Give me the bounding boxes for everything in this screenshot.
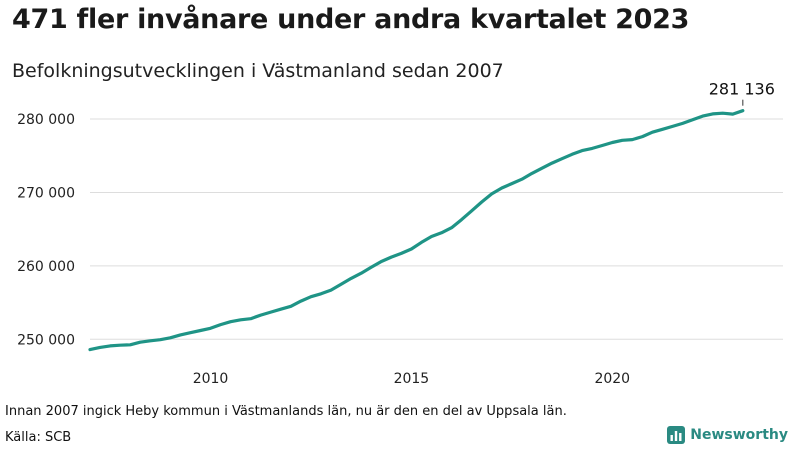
chart-subtitle: Befolkningsutvecklingen i Västmanland se… xyxy=(12,60,504,82)
last-value-label: 281 136 xyxy=(709,80,775,99)
footnote: Innan 2007 ingick Heby kommun i Västmanl… xyxy=(5,404,567,419)
bar-chart-icon xyxy=(667,426,686,444)
x-tick-label: 2015 xyxy=(394,371,430,387)
brand-logo: Newsworthy xyxy=(667,426,788,444)
annotation-group: 281 136 xyxy=(709,80,775,106)
y-tick-label: 280 000 xyxy=(17,112,75,128)
x-axis-ticks: 2010 2015 2020 xyxy=(193,371,630,387)
x-tick-label: 2010 xyxy=(193,371,229,387)
x-tick-label: 2020 xyxy=(594,371,630,387)
grid-lines xyxy=(90,118,783,340)
y-tick-label: 260 000 xyxy=(17,259,75,275)
y-axis-ticks: 250 000 260 000 270 000 280 000 xyxy=(17,112,75,348)
series-group xyxy=(88,109,745,352)
series-line xyxy=(88,109,745,352)
brand-name: Newsworthy xyxy=(690,427,788,443)
y-tick-label: 250 000 xyxy=(17,332,75,348)
chart-title: 471 fler invånare under andra kvartalet … xyxy=(12,4,690,35)
source-label: Källa: SCB xyxy=(5,430,72,445)
y-tick-label: 270 000 xyxy=(17,185,75,201)
